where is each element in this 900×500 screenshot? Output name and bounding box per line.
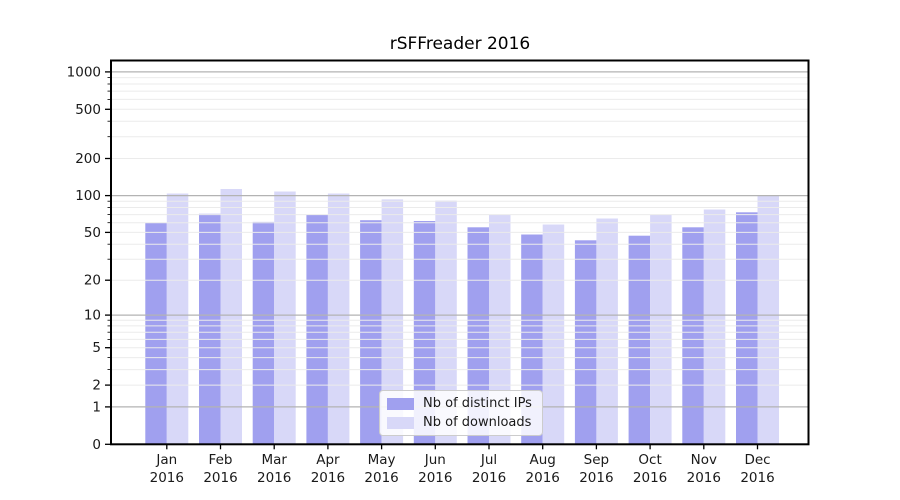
y-tick-label-5: 5: [92, 340, 101, 356]
y-tick-label-2: 2: [92, 378, 101, 394]
bar-nb-of-downloads-aug: [542, 224, 565, 445]
bar-nb-of-downloads-may: [381, 199, 404, 445]
x-tick-label-may: May 2016: [364, 452, 398, 486]
bar-nb-of-downloads-apr: [327, 193, 350, 445]
bar-nb-of-downloads-jul: [489, 214, 511, 445]
legend-label-downloads: Nb of downloads: [423, 415, 532, 430]
legend-label-distinct-ips: Nb of distinct IPs: [423, 396, 532, 411]
bar-nb-of-distinct-ips-nov: [682, 227, 704, 445]
y-tick-label-200: 200: [75, 151, 101, 167]
y-tick-label-10: 10: [84, 308, 101, 324]
y-tick-label-50: 50: [84, 225, 101, 241]
x-tick-label-aug: Aug 2016: [526, 452, 560, 486]
bar-nb-of-distinct-ips-mar: [252, 221, 275, 445]
chart-legend: Nb of distinct IPs Nb of downloads: [379, 390, 543, 436]
x-tick-label-sep: Sep 2016: [579, 452, 613, 486]
bar-nb-of-downloads-feb: [220, 189, 242, 445]
bar-nb-of-distinct-ips-apr: [306, 214, 328, 445]
x-tick-label-jun: Jun 2016: [418, 452, 452, 486]
x-tick-label-oct: Oct 2016: [633, 452, 667, 486]
bar-nb-of-distinct-ips-dec: [736, 212, 758, 445]
x-tick-label-jan: Jan 2016: [150, 452, 184, 486]
x-tick-label-apr: Apr 2016: [311, 452, 345, 486]
x-tick-label-mar: Mar 2016: [257, 452, 291, 486]
bar-nb-of-downloads-mar: [274, 191, 296, 445]
legend-swatch-distinct-ips: [387, 397, 414, 410]
y-tick-label-100: 100: [75, 188, 101, 204]
x-tick-label-dec: Dec 2016: [740, 452, 774, 486]
bar-nb-of-downloads-jun: [435, 200, 457, 445]
bar-nb-of-downloads-jan: [166, 193, 189, 445]
bar-nb-of-downloads-nov: [703, 209, 726, 445]
chart-title: rSFFreader 2016: [389, 34, 531, 54]
bar-nb-of-downloads-sep: [596, 218, 618, 445]
y-tick-label-1: 1: [92, 399, 101, 415]
y-tick-label-500: 500: [75, 102, 101, 118]
legend-swatch-downloads: [387, 416, 414, 429]
bar-nb-of-downloads-oct: [650, 214, 672, 445]
x-tick-label-nov: Nov 2016: [687, 452, 721, 486]
y-tick-label-0: 0: [92, 437, 101, 453]
bar-nb-of-distinct-ips-jan: [145, 222, 167, 445]
plot-border: [110, 59, 810, 446]
x-tick-label-feb: Feb 2016: [203, 452, 237, 486]
y-tick-label-1000: 1000: [67, 64, 101, 80]
bar-nb-of-distinct-ips-oct: [628, 235, 651, 445]
legend-item-downloads: Nb of downloads: [387, 415, 532, 430]
y-tick-label-20: 20: [84, 273, 101, 289]
bar-nb-of-distinct-ips-feb: [199, 213, 221, 445]
bar-nb-of-distinct-ips-sep: [574, 240, 597, 445]
x-tick-label-jul: Jul 2016: [472, 452, 506, 486]
legend-item-distinct-ips: Nb of distinct IPs: [387, 396, 532, 411]
